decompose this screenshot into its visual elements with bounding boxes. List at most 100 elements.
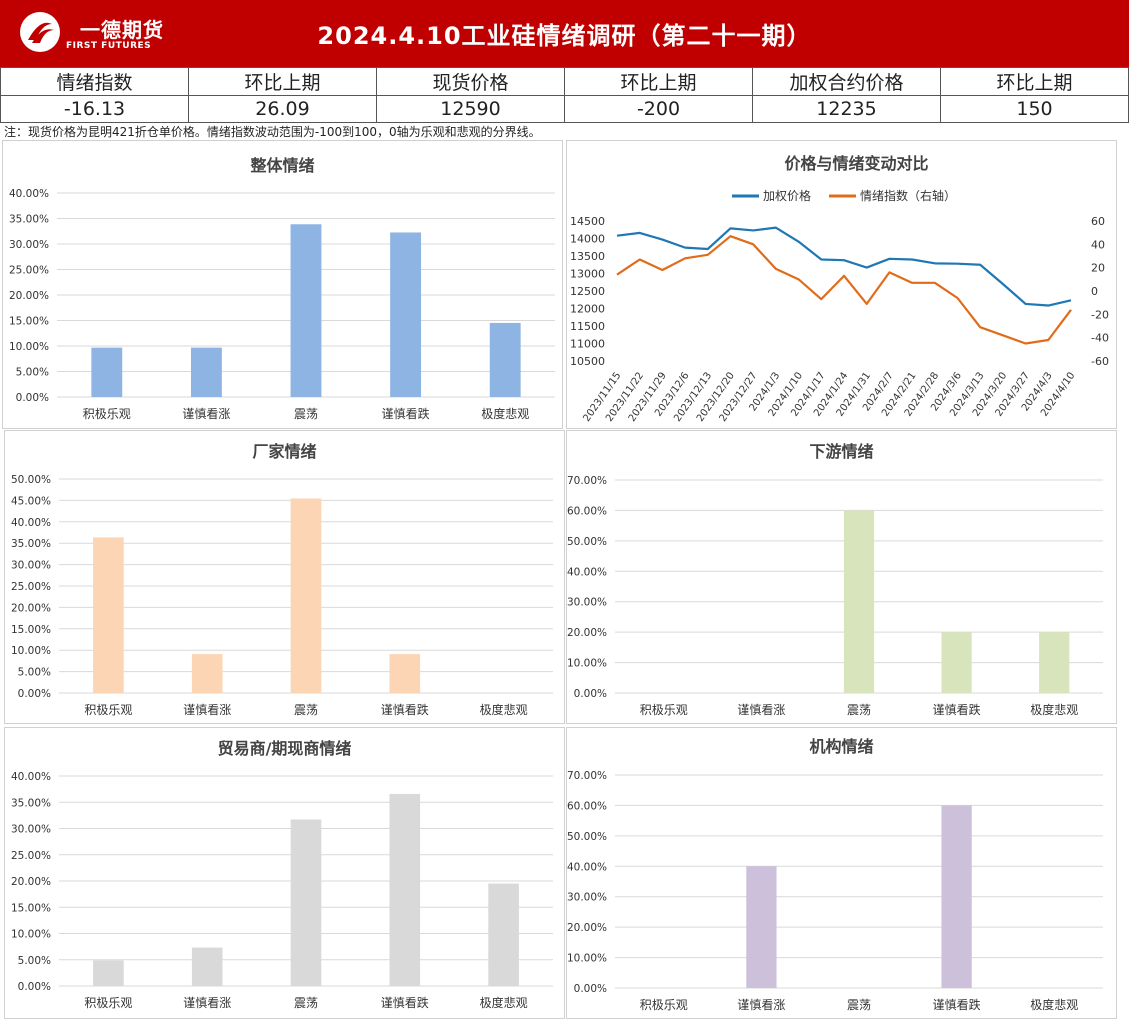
bar bbox=[190, 347, 222, 397]
chart-title: 下游情绪 bbox=[809, 442, 873, 461]
y-tick-label: 10.00% bbox=[11, 929, 51, 941]
summary-header-row: 情绪指数 环比上期 现货价格 环比上期 加权合约价格 环比上期 bbox=[0, 67, 1129, 96]
factory-sentiment-chart: 厂家情绪 0.00% 5.00% 10.00% 15.00% 20.00% 25.00% 30… bbox=[11, 442, 553, 717]
chart-title: 贸易商/期现商情绪 bbox=[218, 739, 352, 758]
series-line-sentiment bbox=[616, 235, 1072, 345]
y-tick-label: 25.00% bbox=[11, 581, 51, 593]
x-tick-label: 积极乐观 bbox=[84, 703, 132, 717]
x-tick-label: 极度悲观 bbox=[481, 406, 529, 421]
y-left-tick-label: 12000 bbox=[570, 303, 605, 316]
company-logo: 一德期货 FIRST FUTURES bbox=[18, 10, 178, 56]
y-tick-label: 60.00% bbox=[567, 505, 607, 517]
bar bbox=[1039, 632, 1070, 693]
y-left-tick-label: 14500 bbox=[570, 215, 605, 228]
y-tick-label: 5.00% bbox=[18, 955, 51, 967]
summary-table: 情绪指数 环比上期 现货价格 环比上期 加权合约价格 环比上期 -16.13 2… bbox=[0, 67, 1129, 123]
y-tick-label: 40.00% bbox=[567, 861, 607, 873]
x-tick-label: 震荡 bbox=[847, 998, 871, 1012]
bar bbox=[389, 654, 421, 693]
price-sentiment-panel: 价格与情绪变动对比加权价格 情绪指数（右轴） 10500 11000 11500 1200… bbox=[566, 140, 1117, 429]
x-tick-label: 积极乐观 bbox=[84, 996, 132, 1010]
summary-header-cell: 现货价格 bbox=[376, 67, 565, 96]
bar bbox=[91, 347, 123, 397]
y-left-tick-label: 11000 bbox=[570, 338, 605, 351]
y-tick-label: 35.00% bbox=[11, 538, 51, 550]
y-tick-label: 60.00% bbox=[567, 800, 607, 812]
y-tick-label: 35.00% bbox=[11, 797, 51, 809]
y-left-tick-label: 10500 bbox=[570, 355, 605, 368]
y-tick-label: 50.00% bbox=[11, 474, 51, 486]
x-tick-label: 震荡 bbox=[294, 996, 318, 1010]
bar bbox=[941, 632, 972, 693]
bar bbox=[290, 819, 322, 986]
y-tick-label: 35.00% bbox=[9, 214, 49, 226]
y-tick-label: 30.00% bbox=[11, 824, 51, 836]
summary-value-cell: 12235 bbox=[752, 95, 941, 123]
y-tick-label: 15.00% bbox=[11, 624, 51, 636]
logo-chinese-text: 一德期货 bbox=[80, 18, 164, 42]
summary-value-cell: -16.13 bbox=[0, 95, 189, 123]
institution-sentiment-panel: 机构情绪 0.00% 10.00% 20.00% 30.00% 40.00% 50.00% 6… bbox=[566, 727, 1117, 1019]
x-tick-label: 谨慎看跌 bbox=[933, 702, 981, 717]
x-tick-label: 积极乐观 bbox=[640, 998, 688, 1012]
y-tick-label: 20.00% bbox=[567, 627, 607, 639]
report-header: 一德期货 FIRST FUTURES 2024.4.10工业硅情绪调研（第二十一… bbox=[0, 0, 1129, 67]
summary-header-cell: 环比上期 bbox=[188, 67, 377, 96]
bar bbox=[290, 498, 322, 693]
x-tick-label: 震荡 bbox=[294, 703, 318, 717]
y-tick-label: 45.00% bbox=[11, 495, 51, 507]
y-right-tick-label: -40 bbox=[1091, 332, 1109, 345]
y-tick-label: 25.00% bbox=[11, 850, 51, 862]
downstream-sentiment-panel: 下游情绪 0.00% 10.00% 20.00% 30.00% 40.00% 50.00% 6… bbox=[566, 430, 1117, 724]
overall-sentiment-panel: 整体情绪 0.00% 5.00% 10.00% 15.00% 20.00% 25.00% 30… bbox=[2, 140, 563, 429]
y-tick-label: 10.00% bbox=[9, 341, 49, 353]
y-tick-label: 30.00% bbox=[567, 892, 607, 904]
chart-title: 价格与情绪变动对比 bbox=[784, 154, 928, 173]
y-right-tick-label: 0 bbox=[1091, 285, 1098, 298]
series-line-price bbox=[616, 226, 1072, 307]
y-right-tick-label: -20 bbox=[1091, 308, 1109, 321]
x-tick-label: 谨慎看涨 bbox=[183, 995, 231, 1010]
bar bbox=[843, 510, 875, 693]
legend-label: 加权价格 bbox=[763, 188, 811, 203]
footnote: 注：现货价格为昆明421折仓单价格。情绪指数波动范围为-100到100，0轴为乐… bbox=[4, 125, 541, 139]
y-left-tick-label: 13000 bbox=[570, 268, 605, 281]
y-left-tick-label: 12500 bbox=[570, 285, 605, 298]
bar bbox=[390, 232, 422, 397]
summary-header-cell: 环比上期 bbox=[940, 67, 1129, 96]
summary-header-cell: 环比上期 bbox=[564, 67, 753, 96]
trader-sentiment-chart: 贸易商/期现商情绪 0.00% 5.00% 10.00% 15.00% 20.00% 25.… bbox=[11, 739, 553, 1010]
downstream-sentiment-chart: 下游情绪 0.00% 10.00% 20.00% 30.00% 40.00% 50.00% 6… bbox=[567, 442, 1103, 717]
bar bbox=[941, 805, 972, 988]
x-tick-label: 谨慎看跌 bbox=[381, 702, 429, 717]
y-tick-label: 70.00% bbox=[567, 475, 607, 487]
overall-sentiment-chart: 整体情绪 0.00% 5.00% 10.00% 15.00% 20.00% 25.00% 30… bbox=[9, 156, 555, 421]
bar bbox=[488, 883, 519, 986]
chart-title: 厂家情绪 bbox=[252, 442, 316, 461]
bar bbox=[389, 793, 421, 986]
chart-title: 整体情绪 bbox=[249, 156, 314, 175]
x-tick-label: 谨慎看涨 bbox=[183, 702, 231, 717]
bar bbox=[93, 537, 124, 693]
y-tick-label: 50.00% bbox=[567, 536, 607, 548]
y-tick-label: 30.00% bbox=[11, 560, 51, 572]
y-tick-label: 20.00% bbox=[9, 290, 49, 302]
x-tick-label: 极度悲观 bbox=[1030, 997, 1078, 1012]
y-tick-label: 40.00% bbox=[9, 188, 49, 200]
y-tick-label: 40.00% bbox=[11, 517, 51, 529]
y-tick-label: 50.00% bbox=[567, 831, 607, 843]
x-tick-label: 震荡 bbox=[847, 703, 871, 717]
y-right-tick-label: 40 bbox=[1091, 238, 1105, 251]
legend-label: 情绪指数（右轴） bbox=[860, 188, 956, 203]
y-left-tick-label: 11500 bbox=[570, 320, 605, 333]
summary-header-cell: 加权合约价格 bbox=[752, 67, 941, 96]
bar bbox=[191, 654, 223, 693]
summary-value-cell: 12590 bbox=[376, 95, 565, 123]
logo-english-text: FIRST FUTURES bbox=[66, 41, 152, 51]
x-tick-label: 积极乐观 bbox=[640, 703, 688, 717]
chart-title: 机构情绪 bbox=[809, 737, 873, 756]
institution-sentiment-chart: 机构情绪 0.00% 10.00% 20.00% 30.00% 40.00% 50.00% 6… bbox=[567, 737, 1103, 1012]
bar bbox=[290, 224, 322, 397]
y-tick-label: 0.00% bbox=[16, 392, 49, 404]
y-tick-label: 0.00% bbox=[18, 981, 51, 993]
